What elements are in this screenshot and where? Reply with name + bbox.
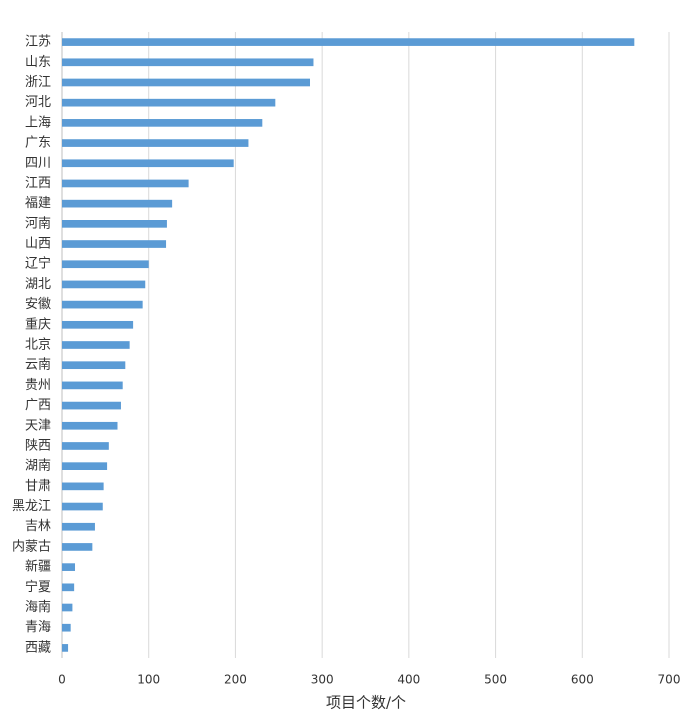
y-tick-label: 上海 (25, 115, 51, 130)
bar (62, 159, 234, 168)
bar (62, 522, 95, 531)
y-tick-label: 浙江 (25, 75, 51, 90)
y-tick-label: 吉林 (25, 519, 51, 534)
x-tick-label: 300 (311, 673, 334, 687)
y-tick-label: 黑龙江 (12, 499, 51, 514)
y-tick-label: 四川 (25, 156, 51, 171)
y-tick-label: 云南 (25, 357, 51, 373)
y-tick-label: 河南 (25, 215, 51, 231)
bar (62, 320, 134, 329)
x-tick-label: 500 (484, 673, 507, 687)
bar (62, 563, 76, 571)
x-tick-label: 600 (571, 673, 594, 687)
x-tick-label: 0 (58, 673, 66, 687)
bar (62, 644, 69, 652)
y-tick-label: 陕西 (25, 438, 51, 453)
bar (62, 220, 167, 228)
y-tick-label: 山西 (25, 237, 51, 252)
bar (62, 139, 249, 147)
bar (62, 199, 173, 208)
y-tick-label: 福建 (25, 196, 51, 211)
bar (62, 462, 108, 470)
x-tick-label: 100 (137, 673, 160, 687)
y-tick-label: 西藏 (25, 640, 51, 655)
bar (62, 442, 109, 450)
bar (62, 401, 121, 410)
y-tick-label: 安徽 (25, 297, 51, 312)
bar (62, 98, 276, 107)
bar (62, 119, 263, 127)
bar (62, 78, 311, 87)
bar (62, 280, 146, 289)
y-tick-label: 海南 (25, 599, 51, 615)
bar (62, 58, 314, 67)
y-tick-label: 湖北 (25, 277, 51, 292)
bar (62, 482, 104, 491)
y-tick-label: 广西 (25, 398, 51, 413)
bar (62, 361, 126, 370)
y-tick-label: 宁夏 (25, 579, 51, 595)
y-tick-label: 内蒙古 (12, 538, 51, 554)
bar (62, 38, 635, 46)
y-tick-label: 河北 (25, 95, 51, 110)
x-axis-title: 项目个数/个 (326, 694, 406, 712)
x-tick-label: 200 (224, 673, 247, 687)
bar (62, 240, 167, 248)
bar (62, 603, 73, 612)
y-tick-label: 天津 (25, 418, 51, 433)
bar (62, 543, 93, 551)
bar (62, 502, 103, 511)
y-tick-label: 湖南 (25, 458, 51, 474)
y-tick-label: 广东 (25, 136, 51, 151)
x-tick-label: 400 (397, 673, 420, 687)
y-tick-label: 江苏 (25, 34, 51, 50)
y-tick-label: 辽宁 (25, 256, 51, 272)
y-tick-label: 山东 (25, 55, 51, 70)
bar (62, 341, 130, 349)
y-tick-label: 贵州 (25, 378, 51, 393)
x-tick-label: 700 (658, 673, 681, 687)
y-tick-label: 江西 (25, 176, 51, 191)
bar (62, 260, 149, 269)
y-tick-label: 青海 (25, 620, 51, 635)
y-tick-label: 新疆 (25, 559, 51, 575)
bar (62, 583, 75, 592)
bar (62, 421, 118, 430)
bar (62, 300, 143, 309)
bar (62, 179, 189, 188)
y-tick-label: 北京 (25, 338, 51, 353)
y-tick-label: 重庆 (25, 316, 51, 332)
y-tick-label: 甘肃 (25, 479, 51, 494)
bar (62, 381, 123, 390)
bar (62, 623, 71, 632)
